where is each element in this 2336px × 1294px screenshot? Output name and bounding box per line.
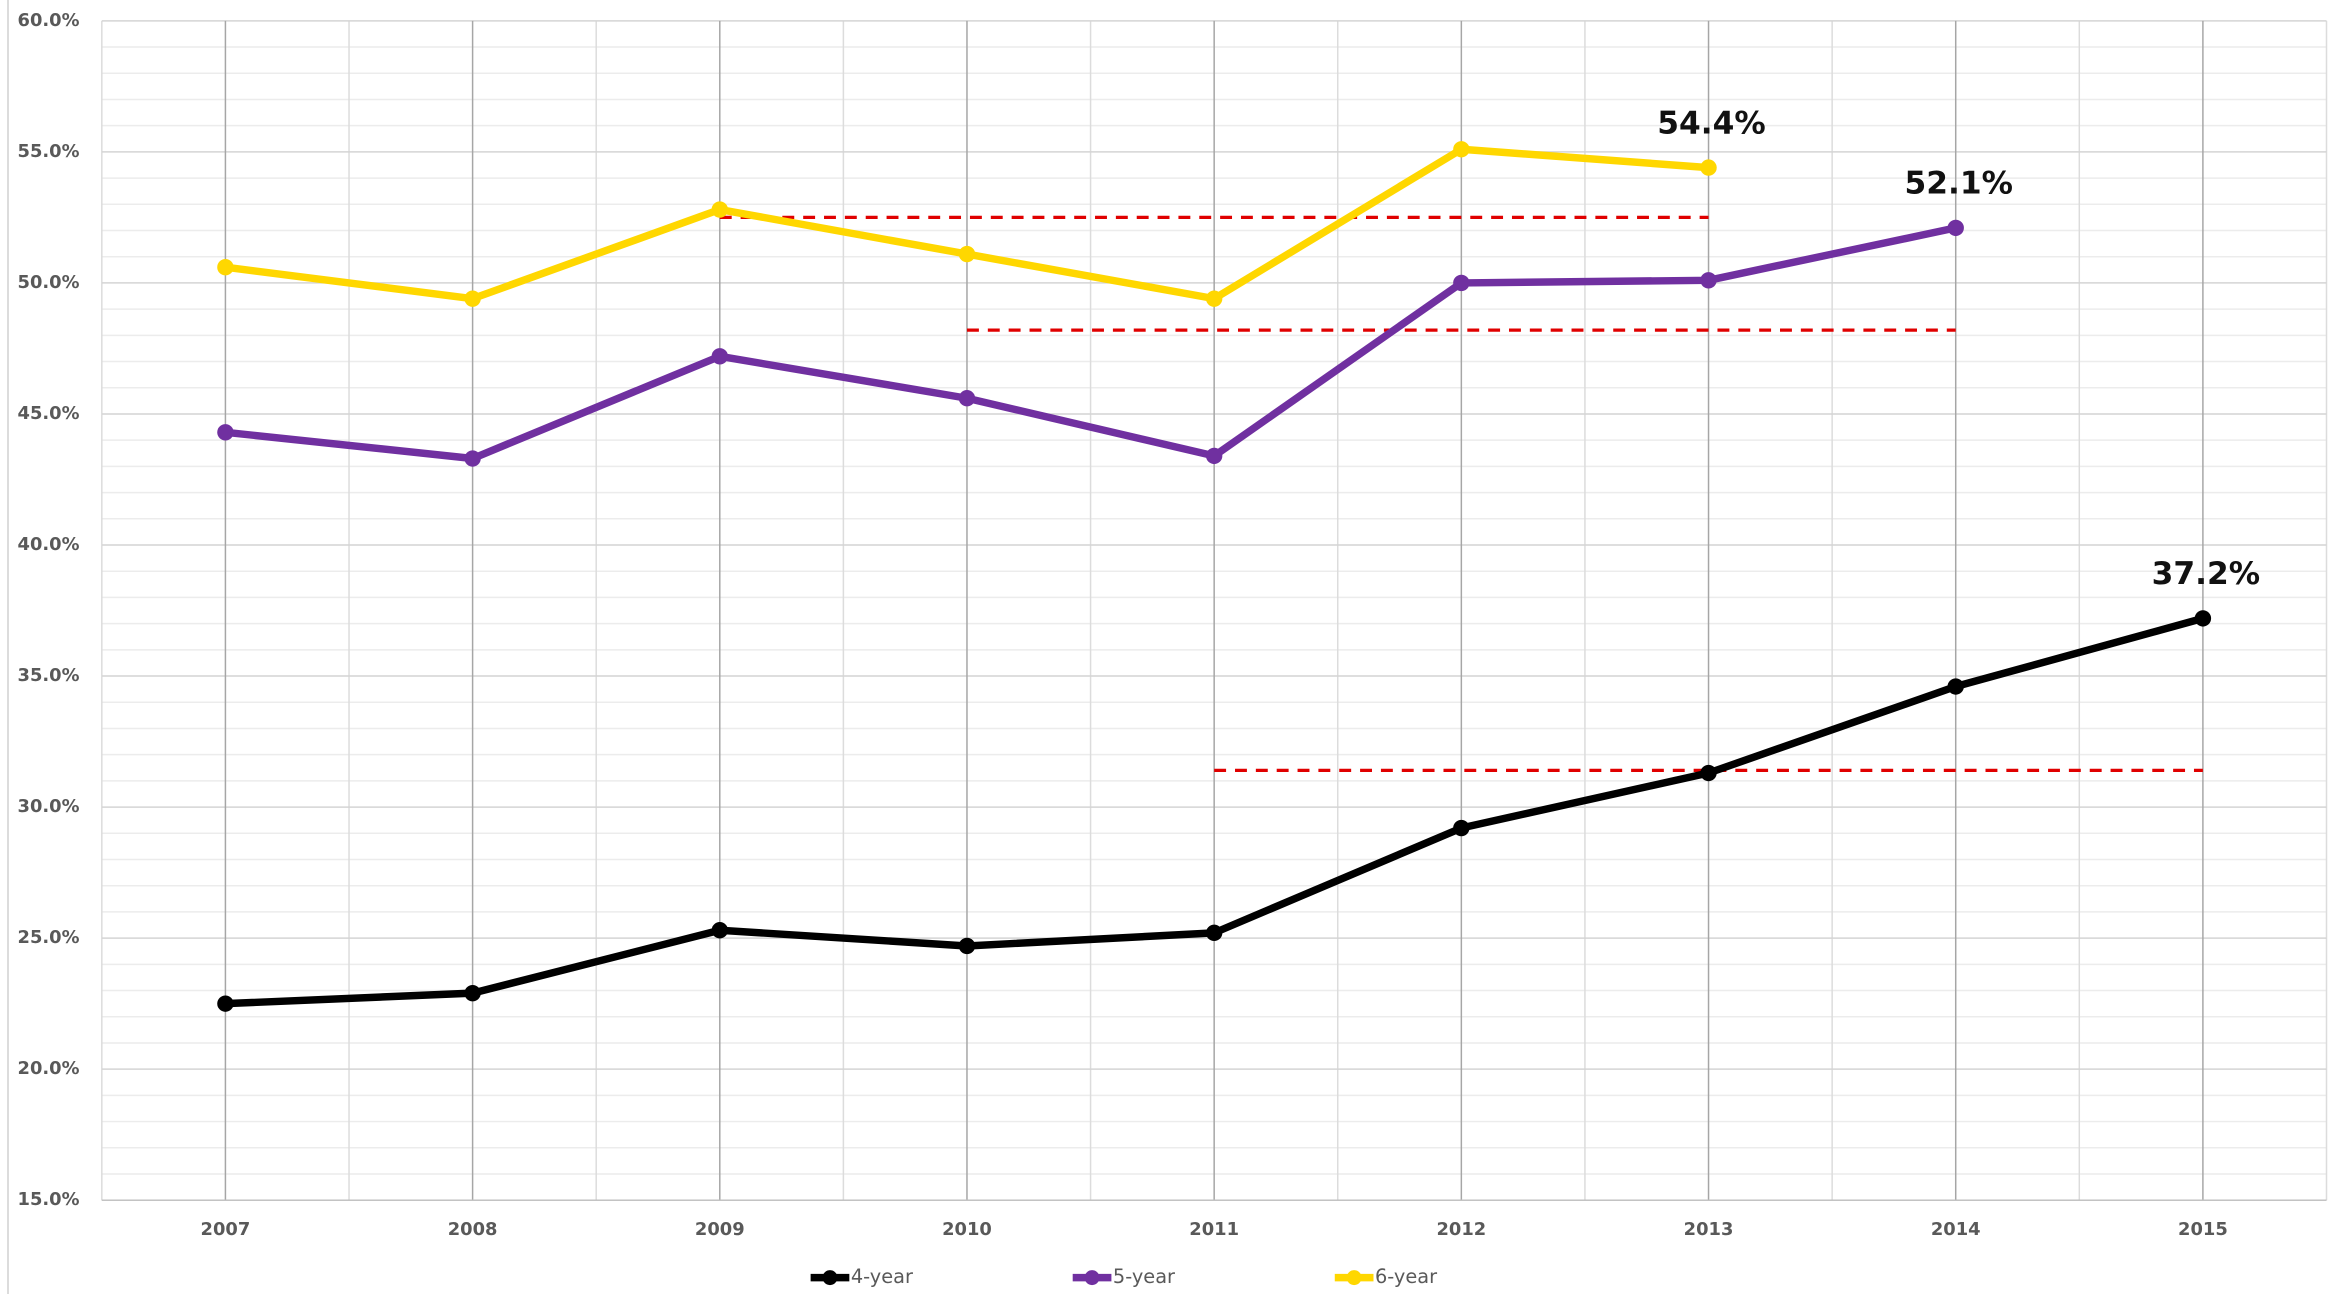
marker bbox=[1700, 272, 1717, 289]
marker bbox=[1947, 678, 1964, 695]
marker bbox=[464, 984, 481, 1002]
legend-marker bbox=[1084, 1270, 1100, 1286]
x-tick-label: 2013 bbox=[1684, 1219, 1734, 1240]
legend-item: 4-year bbox=[810, 1265, 913, 1288]
y-tick-label: 35.0% bbox=[18, 665, 80, 686]
x-tick-label: 2012 bbox=[1436, 1219, 1486, 1240]
legend-marker bbox=[1346, 1270, 1362, 1286]
series-line bbox=[225, 224, 1957, 463]
y-tick-label: 15.0% bbox=[18, 1189, 80, 1210]
legend-label: 6-year bbox=[1375, 1265, 1437, 1288]
marker bbox=[1205, 924, 1223, 942]
y-tick-label: 30.0% bbox=[18, 796, 80, 817]
marker bbox=[958, 390, 976, 407]
marker bbox=[464, 290, 481, 307]
marker bbox=[711, 348, 728, 365]
x-tick-label: 2014 bbox=[1931, 1219, 1981, 1240]
legend-label: 4-year bbox=[851, 1265, 913, 1288]
y-tick-label: 40.0% bbox=[18, 534, 80, 555]
marker bbox=[958, 937, 976, 955]
data-label: 37.2% bbox=[2152, 556, 2260, 592]
x-tick-label: 2015 bbox=[2178, 1219, 2228, 1240]
marker bbox=[1700, 764, 1717, 782]
y-tick-label: 55.0% bbox=[18, 141, 80, 162]
marker bbox=[1205, 290, 1223, 307]
legend-item: 5-year bbox=[1072, 1265, 1175, 1288]
marker bbox=[217, 995, 234, 1012]
legend-label: 5-year bbox=[1113, 1265, 1175, 1288]
x-tick-label: 2009 bbox=[695, 1219, 745, 1240]
marker bbox=[464, 450, 481, 467]
marker bbox=[2194, 610, 2212, 627]
marker bbox=[711, 922, 728, 939]
marker bbox=[1453, 274, 1470, 292]
y-tick-label: 25.0% bbox=[18, 927, 80, 948]
legend-marker bbox=[822, 1270, 838, 1286]
x-tick-label: 2007 bbox=[201, 1219, 251, 1240]
x-tick-label: 2011 bbox=[1189, 1219, 1239, 1240]
legend-item: 6-year bbox=[1334, 1265, 1437, 1288]
x-tick-label: 2008 bbox=[448, 1219, 498, 1240]
y-tick-label: 45.0% bbox=[18, 403, 80, 424]
marker bbox=[711, 201, 728, 218]
marker bbox=[217, 424, 234, 441]
marker bbox=[1205, 447, 1223, 465]
data-label: 52.1% bbox=[1904, 166, 2012, 202]
y-tick-label: 50.0% bbox=[18, 272, 80, 293]
marker bbox=[217, 259, 234, 276]
marker bbox=[1700, 159, 1717, 176]
y-tick-label: 60.0% bbox=[18, 10, 80, 31]
x-tick-label: 2010 bbox=[942, 1219, 992, 1240]
marker bbox=[958, 245, 976, 263]
marker bbox=[1453, 141, 1470, 158]
y-tick-label: 20.0% bbox=[18, 1058, 80, 1079]
marker bbox=[1453, 819, 1470, 837]
marker bbox=[1947, 219, 1964, 237]
data-label: 54.4% bbox=[1657, 105, 1765, 141]
